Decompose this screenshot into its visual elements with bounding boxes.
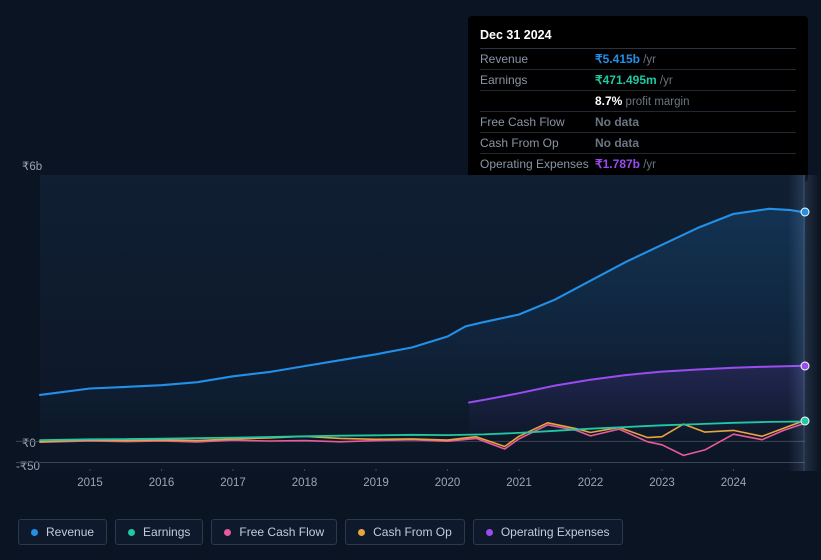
x-tick-label: 2020 bbox=[435, 477, 461, 489]
tooltip-row-label: Operating Expenses bbox=[480, 154, 595, 175]
legend-item[interactable]: Revenue bbox=[18, 519, 107, 545]
tooltip-row-label: Earnings bbox=[480, 70, 595, 91]
tooltip-row-sub: 8.7% profit margin bbox=[480, 91, 796, 112]
x-tick-label: 2017 bbox=[220, 477, 246, 489]
tooltip-row-value: ₹471.495m /yr bbox=[595, 70, 796, 91]
x-tick-label: 2022 bbox=[578, 477, 604, 489]
legend-dot-icon bbox=[224, 529, 231, 536]
x-tick-label: 2019 bbox=[363, 477, 389, 489]
x-tick-label: 2023 bbox=[649, 477, 675, 489]
legend-label: Operating Expenses bbox=[501, 525, 610, 539]
legend-label: Free Cash Flow bbox=[239, 525, 324, 539]
chart-legend: Revenue Earnings Free Cash Flow Cash From O… bbox=[18, 519, 623, 545]
legend-label: Earnings bbox=[143, 525, 190, 539]
x-tick-label: 2018 bbox=[292, 477, 318, 489]
chart-area[interactable] bbox=[16, 175, 805, 471]
tooltip-row: Free Cash FlowNo data bbox=[480, 112, 796, 133]
legend-item[interactable]: Cash From Op bbox=[345, 519, 465, 545]
legend-dot-icon bbox=[31, 529, 38, 536]
legend-item[interactable]: Earnings bbox=[115, 519, 203, 545]
tooltip-row-value: No data bbox=[595, 112, 796, 133]
x-tick-label: 2015 bbox=[77, 477, 103, 489]
legend-item[interactable]: Operating Expenses bbox=[473, 519, 623, 545]
tooltip-row: Operating Expenses₹1.787b /yr bbox=[480, 154, 796, 175]
tooltip-row-value: ₹1.787b /yr bbox=[595, 154, 796, 175]
legend-dot-icon bbox=[486, 529, 493, 536]
legend-label: Cash From Op bbox=[373, 525, 452, 539]
x-tick-label: 2016 bbox=[149, 477, 175, 489]
x-tick-label: 2024 bbox=[721, 477, 747, 489]
chart-tooltip: Dec 31 2024 Revenue₹5.415b /yrEarnings₹4… bbox=[468, 16, 808, 182]
tooltip-row: Earnings₹471.495m /yr bbox=[480, 70, 796, 91]
tooltip-row-label: Free Cash Flow bbox=[480, 112, 595, 133]
tooltip-row-value: No data bbox=[595, 133, 796, 154]
tooltip-table: Revenue₹5.415b /yrEarnings₹471.495m /yr8… bbox=[480, 49, 796, 174]
legend-dot-icon bbox=[358, 529, 365, 536]
x-tick-label: 2021 bbox=[506, 477, 532, 489]
legend-label: Revenue bbox=[46, 525, 94, 539]
tooltip-row-label: Revenue bbox=[480, 49, 595, 70]
tooltip-row-value: ₹5.415b /yr bbox=[595, 49, 796, 70]
legend-dot-icon bbox=[128, 529, 135, 536]
tooltip-row: Revenue₹5.415b /yr bbox=[480, 49, 796, 70]
legend-item[interactable]: Free Cash Flow bbox=[211, 519, 337, 545]
y-tick-top: ₹6b bbox=[22, 159, 42, 173]
x-axis-labels: 2015 2016 2017 2018 2019 2020 2021 2022 2023 2024 bbox=[40, 477, 804, 491]
tooltip-date: Dec 31 2024 bbox=[480, 24, 796, 49]
tooltip-row: Cash From OpNo data bbox=[480, 133, 796, 154]
tooltip-row-label: Cash From Op bbox=[480, 133, 595, 154]
